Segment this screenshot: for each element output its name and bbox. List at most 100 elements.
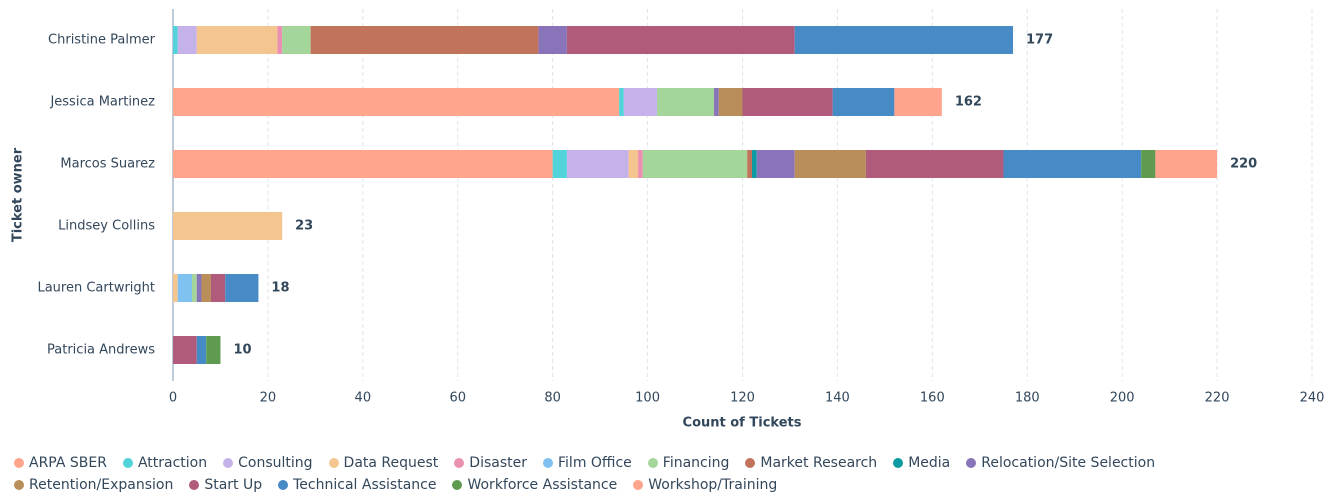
- bar-segment: [191, 274, 197, 302]
- x-axis-label: Count of Tickets: [683, 416, 802, 431]
- bar-segment: [173, 150, 553, 178]
- legend-item[interactable]: Consulting: [223, 455, 313, 471]
- bar-segment: [894, 88, 942, 116]
- legend: ARPA SBER Attraction Consulting Data Reques…: [14, 455, 1314, 493]
- legend-item[interactable]: Data Request: [328, 455, 438, 471]
- bar-segment: [173, 274, 178, 302]
- bar-segment: [865, 150, 1004, 178]
- x-tick-label: 100: [635, 391, 660, 406]
- bar-segment: [657, 88, 715, 116]
- bar-segment: [173, 88, 620, 116]
- y-tick-label: Jessica Martinez: [49, 95, 155, 110]
- legend-swatch: [278, 480, 289, 490]
- y-tick-label: Lauren Cartwright: [37, 281, 155, 296]
- bar-segment: [1155, 150, 1218, 178]
- legend-label: Start Up: [204, 477, 263, 493]
- bar-segment: [619, 88, 624, 116]
- legend-item[interactable]: ARPA SBER: [14, 455, 107, 471]
- total-label: 177: [1026, 33, 1053, 48]
- legend-swatch: [543, 458, 553, 468]
- bar-segment: [196, 274, 202, 302]
- y-tick-label: Christine Palmer: [48, 33, 156, 48]
- legend-swatch: [189, 480, 200, 490]
- bar-segment: [718, 88, 743, 116]
- legend-label: Financing: [662, 455, 730, 471]
- x-tick-label: 140: [825, 391, 850, 406]
- bar-segment: [794, 150, 866, 178]
- legend-item[interactable]: Media: [893, 455, 950, 471]
- legend-label: Retention/Expansion: [29, 477, 174, 493]
- y-tick-label: Patricia Andrews: [47, 343, 155, 358]
- total-label: 220: [1230, 157, 1257, 172]
- bar-segment: [566, 150, 629, 178]
- total-label: 18: [271, 281, 289, 296]
- x-tick-label: 20: [260, 391, 277, 406]
- bar-segment: [206, 336, 221, 364]
- legend-item[interactable]: Workshop/Training: [633, 477, 777, 493]
- legend-swatch: [454, 458, 465, 468]
- bar-segment: [714, 88, 719, 116]
- x-tick-label: 80: [544, 391, 561, 406]
- y-tick-label: Lindsey Collins: [58, 219, 155, 234]
- legend-item[interactable]: Attraction: [122, 455, 208, 471]
- x-tick-label: 180: [1015, 391, 1040, 406]
- bar-segment: [196, 336, 207, 364]
- x-tick-label: 240: [1300, 391, 1325, 406]
- legend-label: Film Office: [558, 455, 632, 471]
- legend-item[interactable]: Financing: [647, 455, 730, 471]
- y-tick-label: Marcos Suarez: [60, 157, 155, 172]
- legend-swatch: [633, 480, 644, 490]
- legend-label: Technical Assistance: [293, 477, 437, 493]
- total-label: 23: [295, 219, 313, 234]
- bar-segment: [173, 212, 283, 240]
- bar-segment: [282, 26, 311, 54]
- total-label: 162: [955, 95, 982, 110]
- legend-label: Market Research: [760, 455, 878, 471]
- legend-label: Media: [908, 455, 951, 471]
- bar-segment: [794, 26, 1014, 54]
- x-tick-label: 160: [920, 391, 945, 406]
- bar-segment: [1141, 150, 1156, 178]
- legend-item[interactable]: Retention/Expansion: [14, 477, 173, 493]
- bar-segment: [747, 150, 752, 178]
- legend-swatch: [122, 458, 133, 468]
- legend-label: ARPA SBER: [29, 455, 107, 471]
- x-tick-label: 200: [1110, 391, 1135, 406]
- x-tick-label: 220: [1205, 391, 1230, 406]
- legend-label: Attraction: [137, 455, 208, 471]
- legend-item[interactable]: Start Up: [189, 477, 262, 493]
- bar-segment: [638, 150, 643, 178]
- legend-swatch: [14, 480, 24, 490]
- bar-segment: [201, 274, 211, 302]
- legend-item[interactable]: Technical Assistance: [278, 477, 436, 493]
- legend-swatch: [14, 458, 24, 468]
- legend-swatch: [328, 458, 339, 468]
- x-tick-label: 0: [169, 391, 177, 406]
- total-label: 10: [233, 343, 251, 358]
- bar-segment: [552, 150, 567, 178]
- legend-swatch: [647, 458, 658, 468]
- legend-item[interactable]: Disaster: [454, 455, 527, 471]
- legend-item[interactable]: Workforce Assistance: [452, 477, 617, 493]
- bar-segment: [173, 26, 178, 54]
- bar-segment: [623, 88, 658, 116]
- legend-label: Disaster: [469, 455, 527, 471]
- bar-segment: [177, 26, 197, 54]
- bar-segment: [1003, 150, 1142, 178]
- bar-segment: [210, 274, 226, 302]
- bar-segment: [628, 150, 639, 178]
- bar-segment: [756, 150, 795, 178]
- bar-segment: [742, 88, 833, 116]
- bar-segment: [177, 274, 192, 302]
- legend-swatch: [452, 480, 463, 490]
- bar-segment: [566, 26, 795, 54]
- y-axis-label: Ticket owner: [11, 147, 26, 242]
- bar-segment: [751, 150, 757, 178]
- legend-swatch: [223, 458, 234, 468]
- legend-item[interactable]: Film Office: [543, 455, 632, 471]
- bar-segment: [173, 336, 197, 364]
- legend-item[interactable]: Relocation/Site Selection: [966, 455, 1155, 471]
- legend-swatch: [893, 458, 904, 468]
- legend-item[interactable]: Market Research: [745, 455, 877, 471]
